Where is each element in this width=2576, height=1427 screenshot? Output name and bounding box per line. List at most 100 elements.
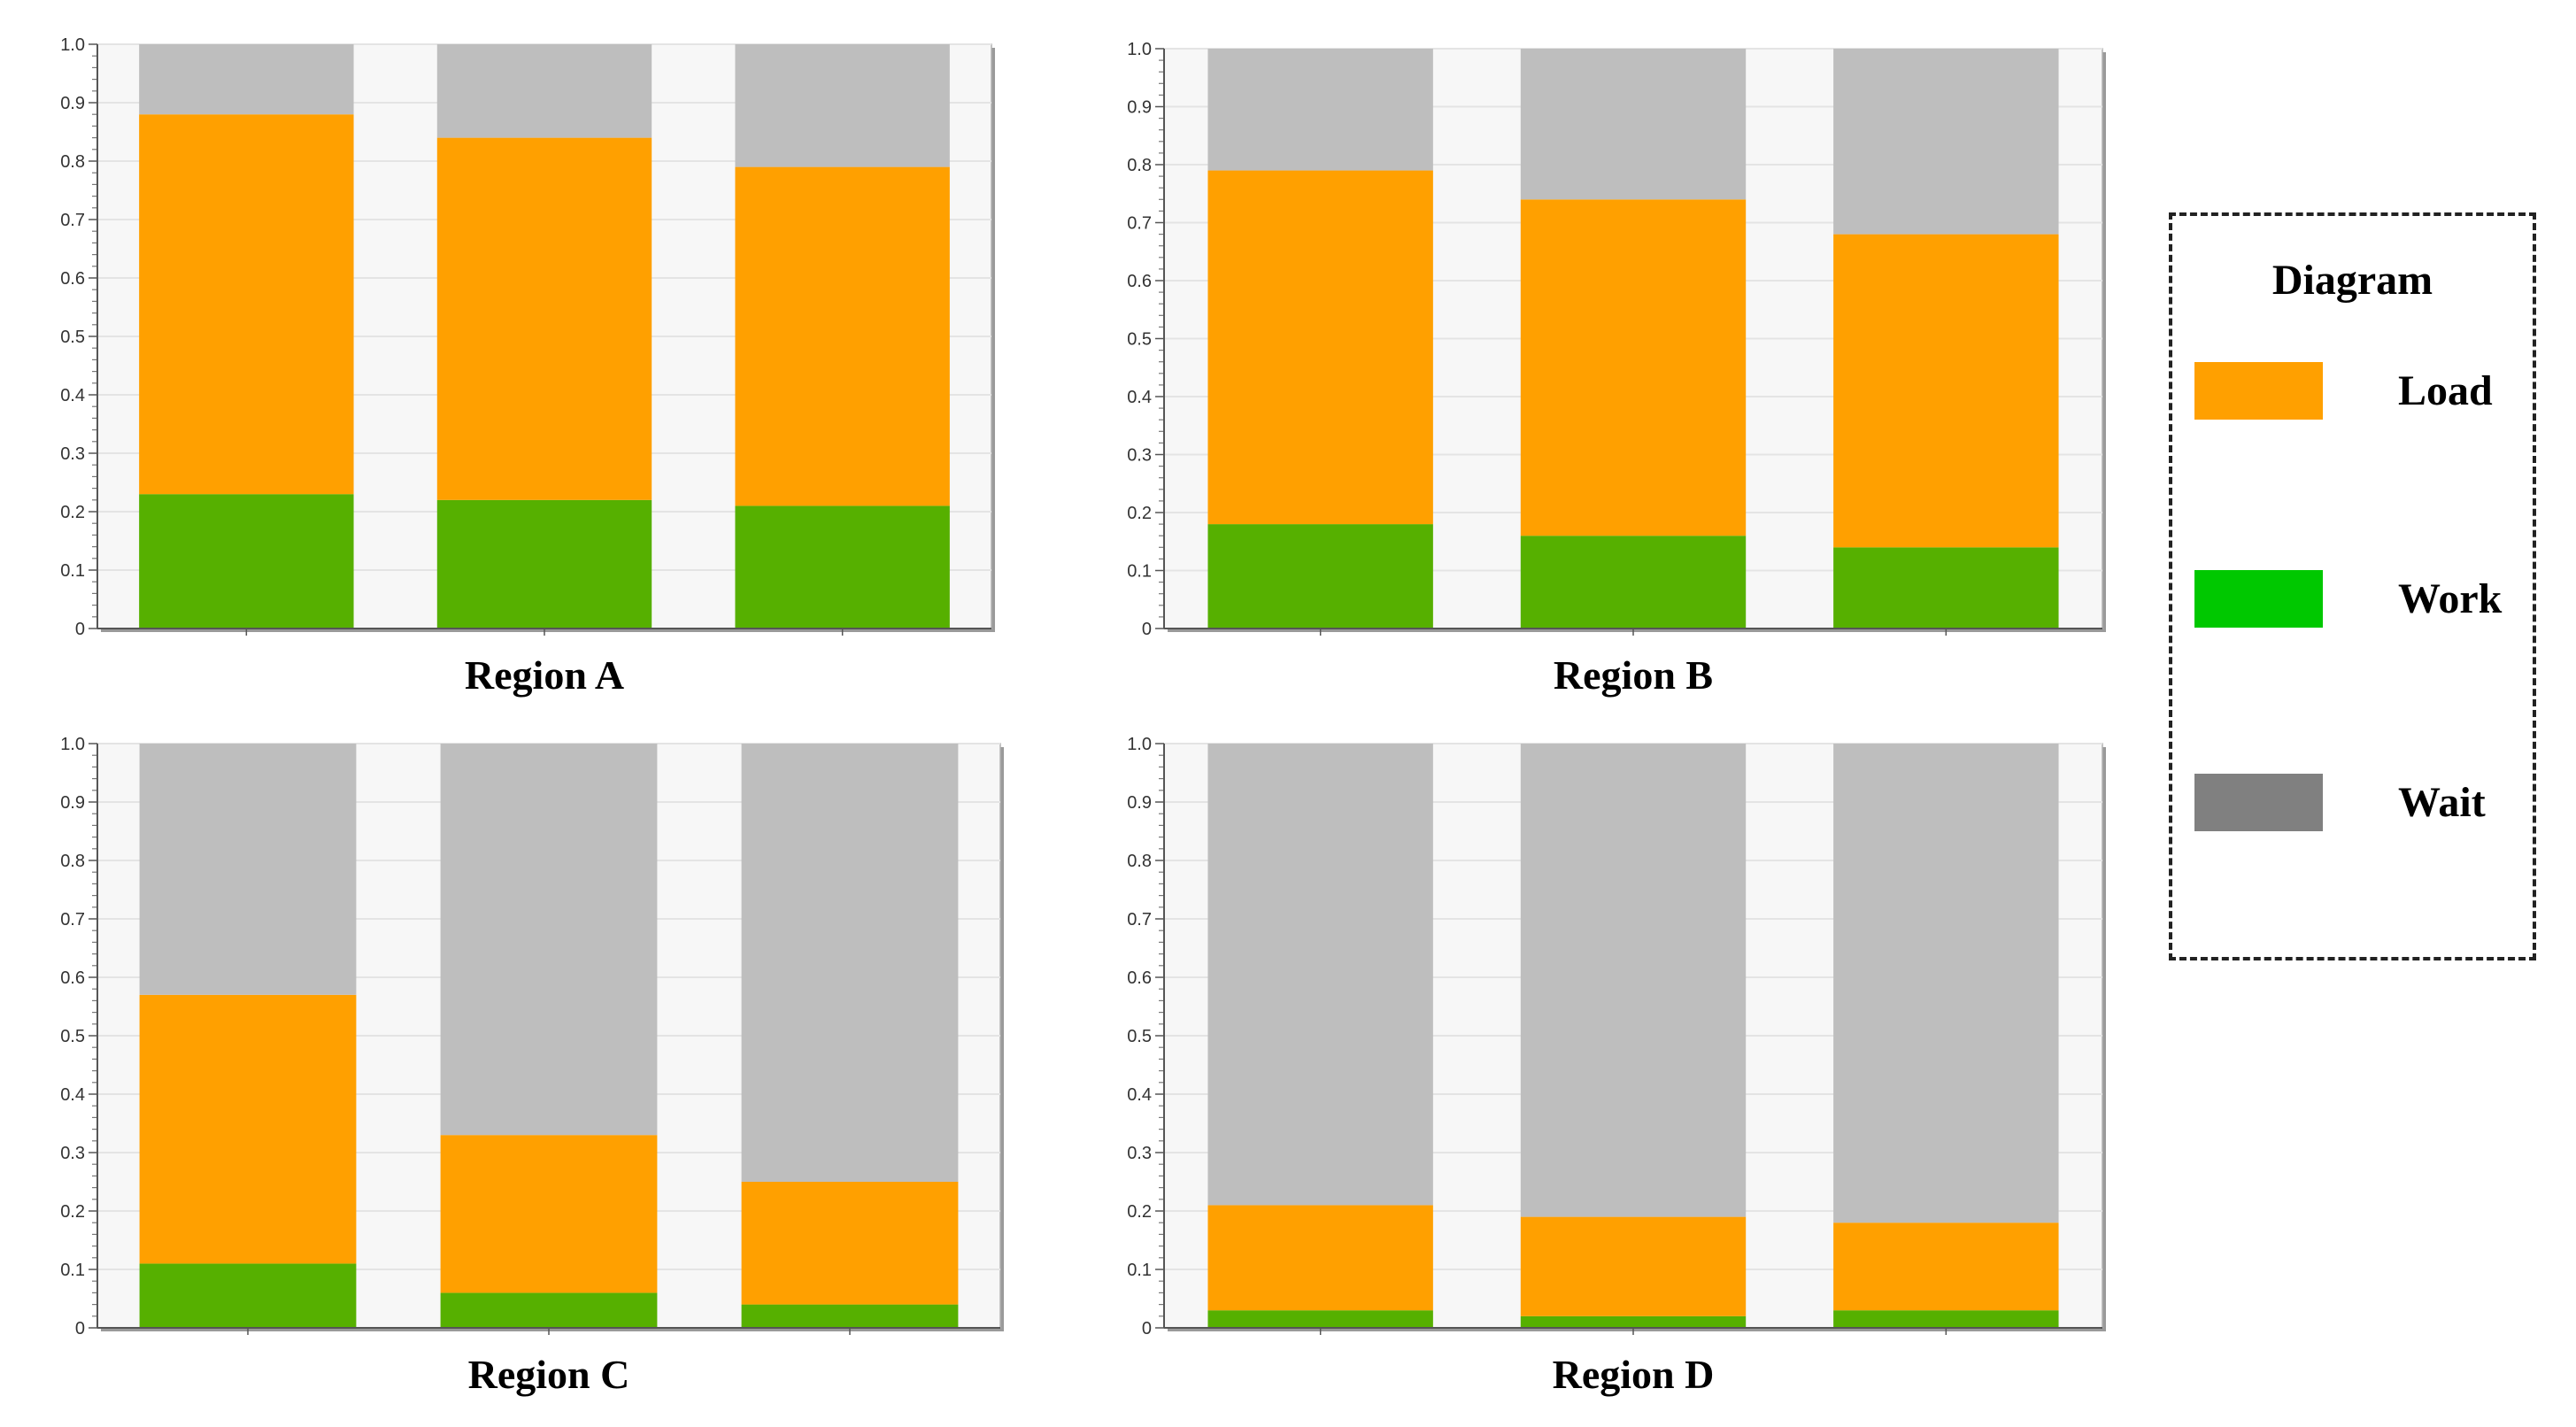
region-d-title: Region D [1553, 1352, 1715, 1397]
region-b-bar-1-load [1207, 170, 1433, 525]
region-b-bar-2-load [1520, 199, 1747, 536]
chart-region-d-svg: 0 0.1 0.2 0.3 0.4 0.5 0.6 0.7 0.8 0.9 1.0 Region D [1127, 735, 2106, 1397]
region-d-ytick-label: 0.7 [1127, 910, 1152, 929]
legend-title: Diagram [2271, 257, 2433, 304]
region-b-ytick-label: 0.5 [1127, 330, 1152, 350]
region-d-ytick-label: 0.5 [1127, 1027, 1152, 1046]
region-b-bar-2-wait [1520, 49, 1747, 200]
region-d-bar-1-work [1207, 1310, 1433, 1328]
region-c-ytick-label: 0.4 [60, 1085, 85, 1105]
legend-swatch-work [2194, 570, 2323, 628]
region-a-ytick-label: 1.0 [60, 35, 85, 55]
region-d-ytick-label: 1.0 [1127, 735, 1152, 754]
region-a-bar-3-wait [735, 44, 950, 167]
region-a-bar-1-wait [139, 44, 354, 115]
region-c-bar-1-wait [139, 744, 357, 995]
region-c-ytick-label: 0.6 [60, 968, 85, 988]
region-d-ytick-label: 0.8 [1127, 852, 1152, 871]
region-a-bar-2-work [436, 499, 652, 629]
chart-region-a: 0 0.1 0.2 0.3 0.4 0.5 0.6 0.7 0.8 0.9 1.0 Region A [35, 35, 1009, 708]
legend-label-work: Work [2398, 575, 2503, 622]
region-c-bar-2-load [440, 1135, 658, 1293]
chart-region-b: 0 0.1 0.2 0.3 0.4 0.5 0.6 0.7 0.8 0.9 1.0 Region B [1102, 40, 2120, 708]
region-d-bar-3-wait [1833, 744, 2059, 1223]
region-a-ytick-label: 0.4 [60, 386, 85, 405]
region-c-ytick-label: 0.9 [60, 793, 85, 813]
chart-region-b-svg: 0 0.1 0.2 0.3 0.4 0.5 0.6 0.7 0.8 0.9 1.0 Region B [1127, 40, 2106, 698]
chart-region-c-svg: 0 0.1 0.2 0.3 0.4 0.5 0.6 0.7 0.8 0.9 1.0 Region C [60, 735, 1004, 1397]
region-a-bar-2-wait [436, 44, 652, 138]
legend-box: Diagram Load Work Wait [2169, 212, 2536, 960]
region-d-bar-3-work [1833, 1310, 2059, 1328]
region-a-ytick-label: 0.3 [60, 444, 85, 464]
legend-label-wait: Wait [2398, 779, 2486, 826]
chart-region-a-svg: 0 0.1 0.2 0.3 0.4 0.5 0.6 0.7 0.8 0.9 1.0 Region A [60, 35, 995, 698]
region-b-title: Region B [1554, 652, 1713, 698]
region-a-ytick-label: 0.6 [60, 269, 85, 289]
region-d-ytick-label: 0.3 [1127, 1144, 1152, 1163]
region-c-bar-2-wait [440, 744, 658, 1136]
region-d-ytick-label: 0.6 [1127, 968, 1152, 988]
region-b-ytick-label: 0.4 [1127, 388, 1152, 407]
region-b-ytick-label: 0.9 [1127, 98, 1152, 118]
region-d-bar-2-wait [1520, 744, 1747, 1217]
region-d-ytick-label: 0.4 [1127, 1085, 1152, 1105]
region-d-ytick-label: 0.9 [1127, 793, 1152, 813]
region-a-bar-3-work [735, 505, 950, 629]
region-c-ytick-label: 0.1 [60, 1261, 85, 1280]
region-b-ytick-label: 0.8 [1127, 156, 1152, 175]
region-a-ytick-label: 0.9 [60, 94, 85, 113]
region-b-bar-3-work [1833, 547, 2059, 629]
region-a-bar-1-work [139, 494, 354, 629]
legend-entry-load: Load [2194, 362, 2522, 424]
legend-entry-wait: Wait [2194, 774, 2522, 836]
region-c-ytick-label: 0 [75, 1319, 85, 1338]
region-c-bar-2-work [440, 1292, 658, 1328]
region-c-bar-3-load [741, 1182, 959, 1305]
region-c-ytick-label: 0.7 [60, 910, 85, 929]
region-d-bar-1-wait [1207, 744, 1433, 1206]
region-b-bar-1-wait [1207, 49, 1433, 171]
region-b-ytick-label: 0.6 [1127, 272, 1152, 291]
region-b-bar-3-wait [1833, 49, 2059, 235]
region-c-ytick-label: 1.0 [60, 735, 85, 754]
region-a-ytick-label: 0.5 [60, 328, 85, 347]
region-a-ytick-label: 0.7 [60, 211, 85, 230]
chart-region-d: 0 0.1 0.2 0.3 0.4 0.5 0.6 0.7 0.8 0.9 1.0 Region D [1102, 735, 2120, 1408]
region-b-ytick-label: 0.7 [1127, 214, 1152, 234]
region-c-ytick-label: 0.3 [60, 1144, 85, 1163]
region-b-bar-3-load [1833, 234, 2059, 548]
region-d-ytick-label: 0.2 [1127, 1202, 1152, 1222]
region-a-ytick-label: 0.1 [60, 561, 85, 581]
region-c-ytick-label: 0.8 [60, 852, 85, 871]
region-d-ytick-label: 0 [1142, 1319, 1152, 1338]
legend-entry-work: Work [2194, 570, 2522, 632]
region-c-bar-1-work [139, 1263, 357, 1328]
legend-swatch-wait [2194, 774, 2323, 831]
region-a-bar-1-load [139, 114, 354, 495]
region-a-ytick-label: 0.2 [60, 503, 85, 522]
region-a-ytick-label: 0 [75, 620, 85, 639]
region-c-bar-1-load [139, 994, 357, 1264]
region-d-bar-3-load [1833, 1223, 2059, 1311]
region-c-bar-3-wait [741, 744, 959, 1182]
region-b-bar-1-work [1207, 524, 1433, 629]
region-b-ytick-label: 0.3 [1127, 446, 1152, 466]
region-c-ytick-label: 0.2 [60, 1202, 85, 1222]
legend-label-load: Load [2398, 367, 2493, 414]
region-b-ytick-label: 0 [1142, 620, 1152, 639]
region-a-bar-3-load [735, 166, 950, 506]
region-b-bar-2-work [1520, 536, 1747, 629]
region-c-ytick-label: 0.5 [60, 1027, 85, 1046]
region-c-bar-3-work [741, 1304, 959, 1328]
region-a-bar-2-load [436, 137, 652, 500]
region-d-ytick-label: 0.1 [1127, 1261, 1152, 1280]
region-d-bar-2-load [1520, 1216, 1747, 1316]
region-c-title: Region C [468, 1352, 630, 1397]
chart-region-c: 0 0.1 0.2 0.3 0.4 0.5 0.6 0.7 0.8 0.9 1.0 Region C [35, 735, 1018, 1408]
region-b-ytick-label: 0.2 [1127, 504, 1152, 523]
region-a-ytick-label: 0.8 [60, 152, 85, 172]
legend-swatch-load [2194, 362, 2323, 420]
region-a-title: Region A [465, 652, 624, 698]
region-d-bar-1-load [1207, 1205, 1433, 1311]
